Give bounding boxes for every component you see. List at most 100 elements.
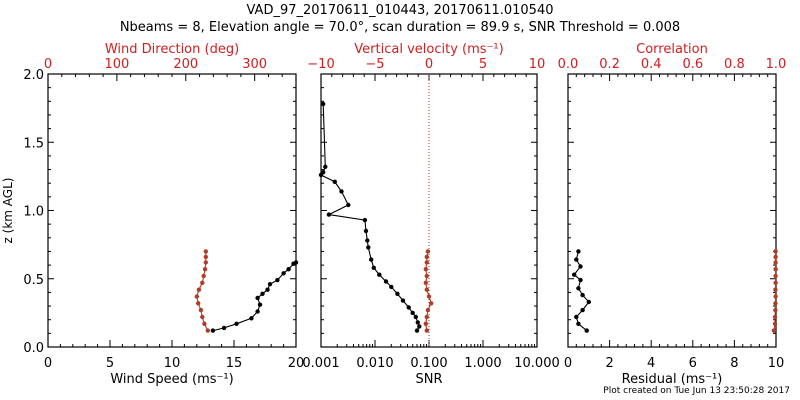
plot-frame (567, 73, 777, 348)
data-point (576, 286, 581, 291)
data-point (417, 324, 422, 329)
series-line-1 (320, 103, 420, 331)
top-x-tick-label: 200 (173, 57, 198, 72)
top-x-tick-label: 0.2 (599, 57, 620, 72)
chart-panel-2: 0.001 0.010 0.100 1.000 10.000 SNR −10 −5 0 5 10 Ve… (302, 42, 559, 387)
data-point (771, 328, 777, 333)
data-point (221, 325, 227, 331)
data-point (400, 298, 406, 303)
chart-panel-1: 0.0 0.5 1.0 1.5 2.0 z (km AGL) 0 5 10 15 20 Wind Sp… (1, 42, 304, 387)
top-x-tick-label: 0 (44, 57, 52, 72)
data-point (578, 264, 583, 269)
x-tick-label: 0 (564, 356, 572, 371)
data-point (210, 328, 216, 333)
data-point (346, 202, 351, 208)
top-x-tick-label: 300 (242, 57, 267, 72)
data-point (318, 172, 324, 178)
data-point (286, 267, 291, 272)
top-x-tick-label: −5 (365, 57, 384, 72)
data-point (584, 328, 589, 333)
y-tick-label: 1.0 (23, 205, 44, 220)
data-point (424, 287, 429, 292)
data-point (425, 249, 431, 254)
data-point (773, 273, 778, 279)
data-point (281, 271, 286, 276)
data-point (321, 101, 326, 107)
data-point (773, 249, 778, 254)
data-point (323, 164, 328, 169)
data-point (424, 254, 429, 260)
x-axis-label: Residual (ms⁻¹) (622, 372, 723, 387)
data-point (423, 267, 428, 272)
data-point (255, 309, 260, 314)
data-point (406, 305, 411, 310)
top-x-tick-label: 5 (479, 57, 487, 72)
data-point (201, 273, 206, 279)
y-tick-label: 1.5 (23, 136, 44, 151)
data-point (426, 294, 432, 299)
data-point (586, 299, 591, 305)
data-point (234, 321, 239, 326)
data-point (413, 314, 418, 320)
data-point (574, 314, 579, 320)
top-x-tick-label: 0.4 (641, 57, 662, 72)
data-point (580, 307, 585, 313)
x-tick-label: 1.000 (464, 356, 501, 371)
data-point (369, 257, 374, 262)
x-tick-label: 0.001 (302, 356, 339, 371)
data-point (371, 265, 376, 270)
top-x-tick-label: 1.0 (766, 57, 787, 72)
data-point (257, 302, 263, 307)
data-point (423, 280, 428, 285)
data-point (773, 280, 778, 285)
data-point (395, 291, 400, 296)
data-point (366, 245, 371, 250)
data-point (773, 301, 778, 306)
data-point (423, 321, 428, 326)
data-point (198, 307, 204, 313)
y-tick-label: 0.0 (23, 341, 44, 356)
data-point (574, 257, 579, 262)
top-x-tick-label: 0.0 (558, 57, 579, 72)
data-point (339, 189, 344, 194)
top-x-axis-label: Vertical velocity (ms⁻¹) (354, 42, 503, 57)
data-point (424, 314, 429, 320)
top-x-tick-label: 0.8 (724, 57, 745, 72)
data-point (293, 260, 299, 265)
data-point (424, 328, 429, 333)
x-tick-label: 5 (106, 356, 114, 371)
data-point (773, 260, 778, 265)
chart-panel-3: 0 2 4 6 8 10 Residual (ms⁻¹) 0.0 0.2 0.4 0.6 0.8 1.0… (558, 42, 787, 387)
data-point (389, 284, 394, 290)
data-point (203, 254, 208, 260)
data-point (267, 282, 273, 287)
data-point (203, 260, 208, 265)
data-point (424, 260, 429, 265)
top-x-tick-label: 0.6 (682, 57, 703, 72)
x-tick-label: 20 (288, 356, 305, 371)
data-point (196, 287, 202, 292)
x-tick-label: 10.000 (514, 356, 560, 371)
x-tick-label: 15 (226, 356, 243, 371)
data-point (415, 320, 420, 325)
data-point (362, 217, 368, 223)
data-point (202, 321, 207, 326)
data-point (200, 314, 205, 320)
data-point (772, 321, 778, 326)
x-tick-label: 4 (647, 356, 655, 371)
plot-created-note: Plot created on Tue Jun 13 23:50:28 2017 (603, 386, 790, 396)
data-point (773, 254, 778, 260)
plot-frame (320, 73, 538, 348)
top-x-axis-label: Wind Direction (deg) (105, 42, 239, 57)
data-point (576, 321, 581, 326)
data-point (194, 294, 199, 299)
x-axis-label: Wind Speed (ms⁻¹) (110, 372, 233, 387)
data-point (332, 179, 337, 184)
chart-title: VAD_97_20170611_010443, 20170611.010540 (246, 3, 554, 18)
data-point (578, 277, 583, 283)
data-point (424, 273, 429, 279)
data-point (200, 280, 205, 285)
data-point (260, 291, 265, 296)
data-point (249, 316, 254, 321)
